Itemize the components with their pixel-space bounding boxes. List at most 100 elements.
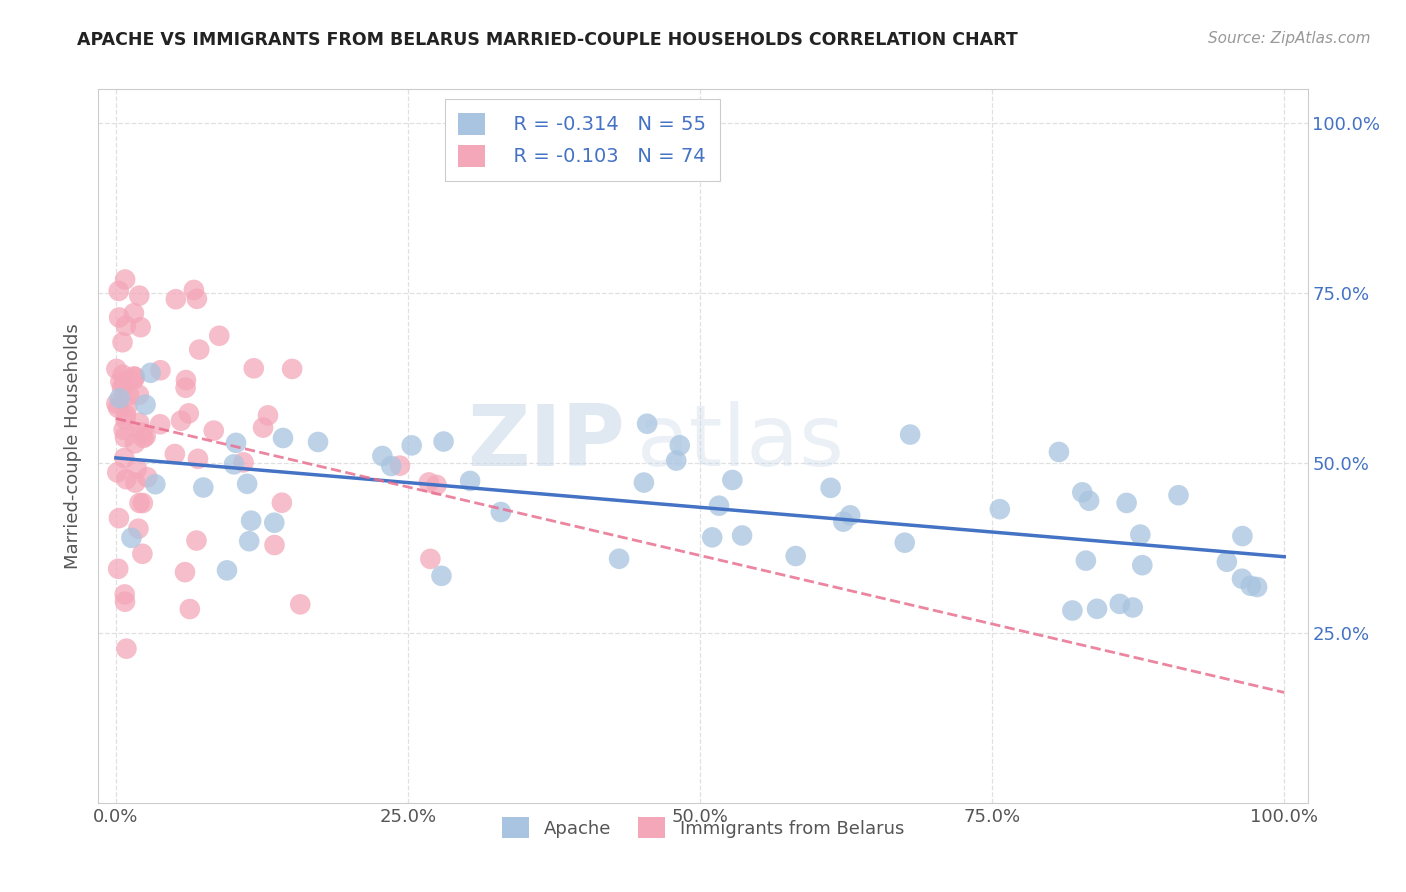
Point [107,562,129,576]
Point [432,434,454,449]
Point [127,522,149,536]
Point [242,361,264,376]
Point [839,508,862,523]
Point [388,458,411,473]
Text: APACHE VS IMMIGRANTS FROM BELARUS MARRIED-COUPLE HOUSEHOLDS CORRELATION CHART: APACHE VS IMMIGRANTS FROM BELARUS MARRIE… [77,31,1018,49]
Point [263,538,285,552]
Point [281,362,304,376]
Point [1129,527,1152,541]
Point [136,470,159,484]
Point [1062,603,1084,617]
Point [898,427,921,442]
Point [832,515,855,529]
Point [1085,602,1108,616]
Point [1122,600,1144,615]
Point [105,362,128,376]
Point [183,283,205,297]
Point [122,373,145,387]
Point [108,391,131,405]
Point [115,641,138,656]
Point [202,424,225,438]
Point [105,396,128,410]
Point [1047,445,1070,459]
Point [174,381,197,395]
Point [112,423,135,437]
Point [193,481,215,495]
Point [115,318,138,333]
Point [240,514,263,528]
Point [1246,580,1268,594]
Point [110,375,132,389]
Point [165,292,187,306]
Y-axis label: Married-couple Households: Married-couple Households [65,323,83,569]
Point [124,370,146,384]
Point [111,381,134,395]
Point [1167,488,1189,502]
Point [163,447,186,461]
Point [186,292,208,306]
Point [128,496,150,510]
Point [174,565,197,579]
Point [112,450,135,465]
Point [1130,558,1153,573]
Point [174,373,197,387]
Point [668,438,690,452]
Point [419,552,441,566]
Point [607,551,630,566]
Point [149,363,172,377]
Point [128,416,150,430]
Point [380,458,402,473]
Point [128,288,150,302]
Point [118,388,141,402]
Point [187,451,209,466]
Point [132,496,155,510]
Point [107,284,129,298]
Point [125,461,148,475]
Point [139,366,162,380]
Point [271,431,294,445]
Point [132,431,155,445]
Point [170,414,193,428]
Point [149,417,172,432]
Point [1071,485,1094,500]
Point [177,406,200,420]
Point [124,475,146,490]
Point [1240,579,1263,593]
Point [115,408,138,422]
Point [707,499,730,513]
Point [108,310,131,325]
Point [893,535,915,549]
Point [107,401,129,415]
Text: Source: ZipAtlas.com: Source: ZipAtlas.com [1208,31,1371,46]
Point [426,478,449,492]
Point [1230,572,1253,586]
Point [665,453,688,467]
Text: atlas: atlas [637,401,845,484]
Point [186,533,208,548]
Point [270,496,292,510]
Point [114,272,136,286]
Point [252,420,274,434]
Point [120,531,142,545]
Point [458,474,481,488]
Point [112,377,135,392]
Point [131,547,153,561]
Point [418,475,440,490]
Point [232,455,254,469]
Point [128,388,150,402]
Point [1074,554,1097,568]
Point [1078,493,1101,508]
Point [188,343,211,357]
Point [236,476,259,491]
Point [702,530,724,544]
Point [105,466,128,480]
Point [208,328,231,343]
Point [108,511,131,525]
Point [307,434,329,449]
Point [430,569,453,583]
Point [114,430,136,444]
Point [1232,529,1254,543]
Point [115,400,138,414]
Point [129,320,152,334]
Point [371,449,394,463]
